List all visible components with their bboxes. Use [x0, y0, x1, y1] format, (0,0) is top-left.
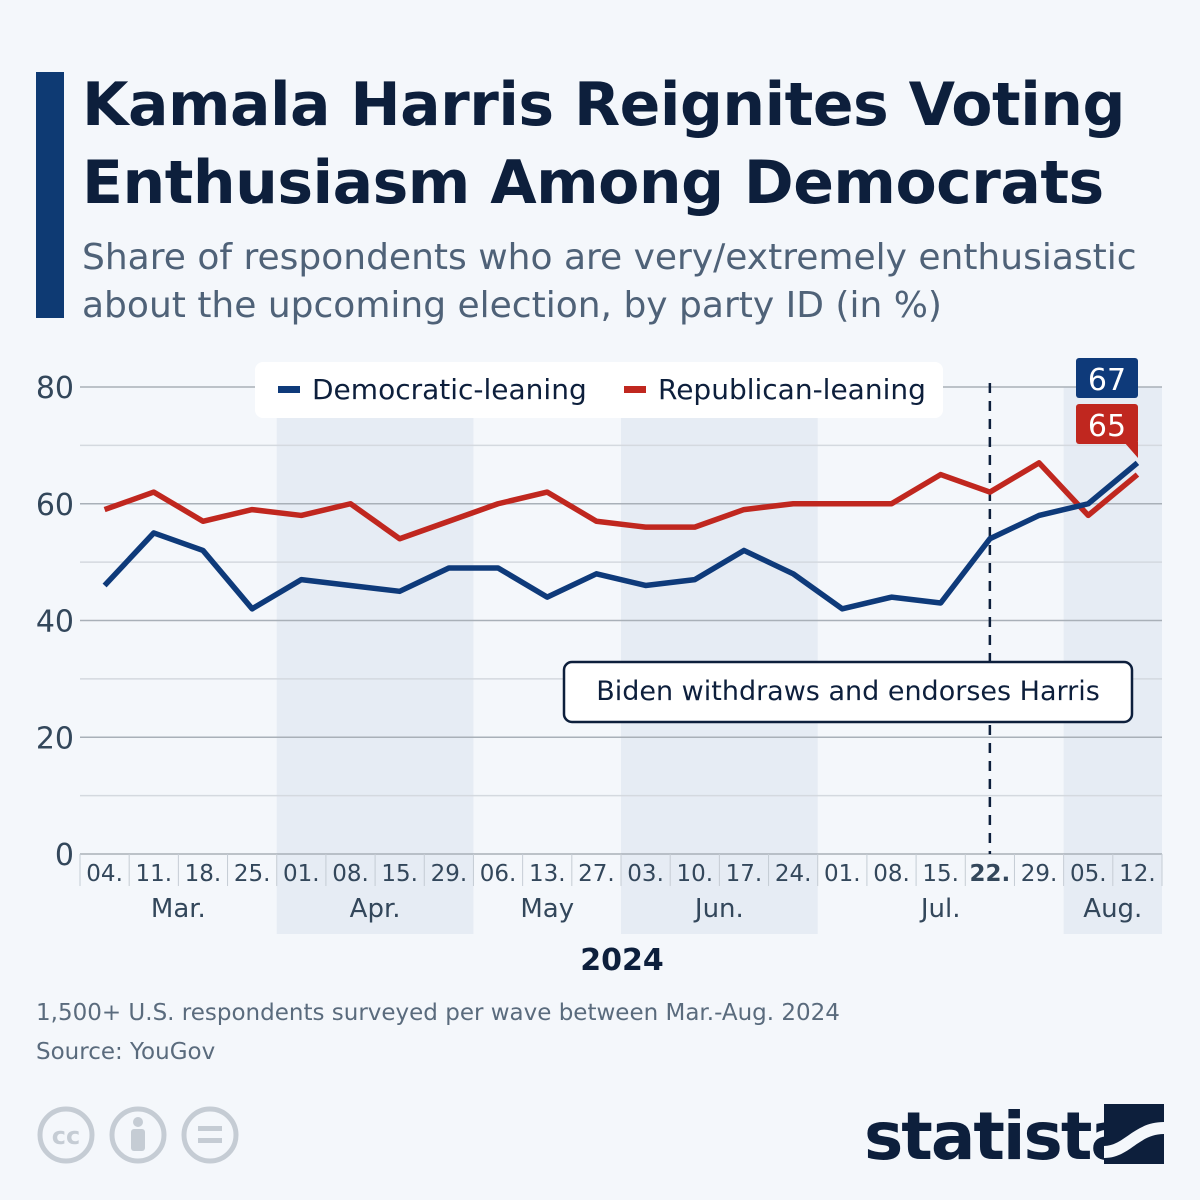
y-tick-label: 20 [36, 721, 74, 756]
y-tick-label: 60 [36, 488, 74, 523]
x-tick-label: 25. [234, 861, 271, 887]
year-label: 2024 [580, 943, 664, 978]
license-icons: cc [37, 1106, 239, 1164]
month-label: Mar. [151, 894, 206, 924]
legend-box [255, 362, 943, 418]
x-tick-label: 15. [922, 861, 959, 887]
legend-swatch [278, 386, 300, 393]
line-chart: 0 20 40 60 80 04. 11. 18. 25. 01. 08. 15. 29. 06. 13. 2… [36, 358, 1163, 978]
series-line-republican-leaning [103, 460, 1140, 542]
x-tick-label: 06. [480, 861, 517, 887]
footer-source: Source: YouGov [36, 1039, 216, 1065]
x-tick-label: 05. [1070, 861, 1107, 887]
footer-note: 1,500+ U.S. respondents surveyed per wav… [36, 1000, 840, 1026]
attribution-icon [109, 1106, 167, 1164]
title-accent-bar [36, 72, 64, 318]
x-tick-label: 01. [824, 861, 861, 887]
statista-logo-icon [1104, 1104, 1164, 1164]
month-shade-band [1063, 387, 1162, 934]
x-tick-label: 03. [627, 861, 664, 887]
x-tick-label: 27. [578, 861, 615, 887]
svg-text:cc: cc [52, 1122, 80, 1150]
statista-logo: statista [864, 1098, 1135, 1175]
x-tick-label: 24. [775, 861, 812, 887]
x-tick-label: 01. [283, 861, 320, 887]
x-tick-label: 12. [1119, 861, 1156, 887]
month-shade-band [276, 387, 474, 934]
y-tick-label: 0 [55, 838, 74, 873]
y-tick-label: 40 [36, 605, 74, 640]
end-value-label: 67 [1088, 363, 1126, 398]
series-line-democratic-leaning [102, 460, 1140, 612]
month-label: Jun. [693, 894, 744, 924]
x-tick-label: 18. [185, 861, 222, 887]
legend-label: Democratic-leaning [312, 373, 587, 406]
chart-title: Kamala Harris Reignites Voting Enthusias… [82, 70, 1125, 218]
cc-icon: cc [37, 1106, 95, 1164]
month-label: May [520, 894, 574, 924]
x-tick-label: 08. [332, 861, 369, 887]
x-tick-label: 29. [1021, 861, 1058, 887]
x-tick-label: 04. [86, 861, 123, 887]
annotation-box [562, 660, 1134, 724]
end-label-box [1076, 404, 1138, 444]
end-label-pointer [1124, 442, 1138, 458]
month-label: Aug. [1083, 894, 1142, 924]
month-label: Apr. [350, 894, 401, 924]
x-tick-label: 15. [381, 861, 418, 887]
x-tick-label: 11. [135, 861, 172, 887]
legend-swatch [624, 386, 646, 393]
legend-label: Republican-leaning [658, 373, 926, 406]
brand-text: statista [864, 1098, 1135, 1175]
x-tick-label: 17. [726, 861, 763, 887]
x-tick-label: 29. [431, 861, 468, 887]
end-value-label: 65 [1088, 409, 1126, 444]
month-shade-band [621, 387, 818, 934]
x-tick-label: 10. [676, 861, 713, 887]
end-label-box [1076, 358, 1138, 398]
x-tick-label: 13. [529, 861, 566, 887]
x-tick-label: 22. [969, 861, 1010, 887]
month-label: Jul. [919, 894, 961, 924]
no-derivatives-icon [181, 1106, 239, 1164]
chart-subtitle: Share of respondents who are very/extrem… [82, 237, 1137, 326]
x-tick-label: 08. [873, 861, 910, 887]
annotation-text: Biden withdraws and endorses Harris [596, 676, 1100, 707]
y-tick-label: 80 [36, 371, 74, 406]
